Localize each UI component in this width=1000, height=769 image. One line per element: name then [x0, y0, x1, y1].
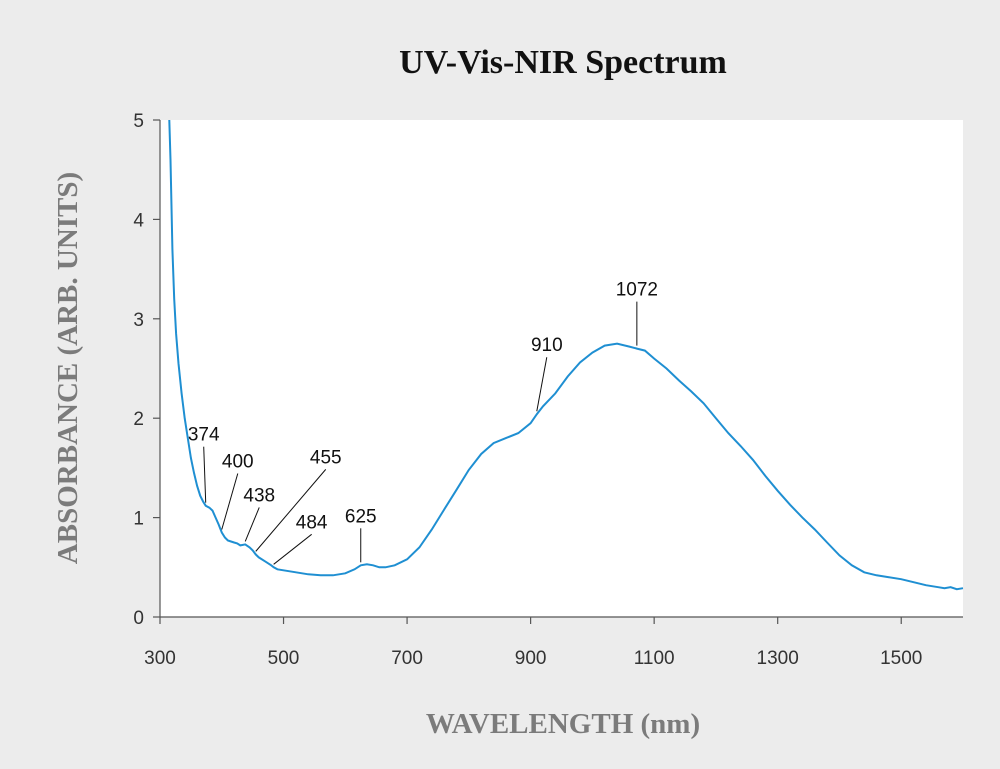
x-tick-label: 300: [144, 648, 176, 669]
annotation-leader: [273, 533, 312, 565]
x-axis-ticks: 300 500 700 900 1100 1300 1500: [144, 617, 922, 669]
annotation-label: 910: [531, 335, 563, 356]
annotation-label: 484: [296, 512, 328, 533]
annotation-label: 1072: [616, 280, 658, 301]
y-tick-label: 1: [133, 509, 144, 530]
y-tick-label: 3: [133, 310, 144, 331]
x-tick-label: 500: [268, 648, 300, 669]
x-tick-label: 1300: [757, 648, 799, 669]
annotation-label: 455: [310, 447, 342, 468]
x-tick-label: 900: [515, 648, 547, 669]
annotation-label: 438: [243, 485, 275, 506]
annotation-leader: [203, 446, 207, 503]
x-axis-title: WAVELENGTH (nm): [426, 708, 700, 740]
annotation-leader: [221, 473, 239, 530]
y-axis-ticks: 0 1 2 3 4 5: [133, 111, 160, 629]
annotation-label: 400: [222, 452, 254, 473]
absorbance-series-line: [168, 119, 964, 591]
x-tick-label: 700: [391, 648, 423, 669]
y-tick-label: 2: [133, 409, 144, 430]
annotation-label: 374: [188, 425, 220, 446]
y-tick-label: 0: [133, 608, 144, 629]
plot-area: [160, 120, 963, 617]
y-tick-label: 5: [133, 111, 144, 132]
x-tick-label: 1100: [634, 648, 675, 669]
annotation-leader: [255, 469, 327, 552]
annotation-leader: [536, 357, 548, 412]
x-tick-label: 1500: [880, 648, 922, 669]
y-axis-title: ABSORBANCE (ARB. UNITS): [52, 172, 84, 564]
y-tick-label: 4: [133, 210, 144, 231]
annotation-label: 625: [345, 506, 377, 527]
chart-title: UV-Vis-NIR Spectrum: [399, 44, 727, 81]
annotation-leader: [244, 507, 260, 542]
